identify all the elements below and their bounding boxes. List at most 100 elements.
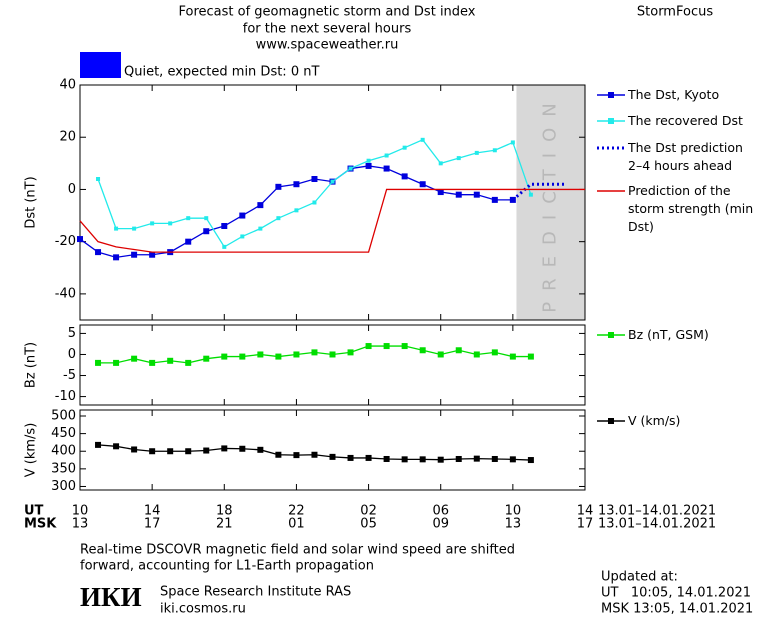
- marker: [167, 357, 174, 364]
- marker: [131, 251, 138, 258]
- marker: [221, 445, 228, 452]
- marker: [240, 234, 245, 239]
- marker: [293, 351, 300, 358]
- x2-tick-label: 13: [72, 517, 89, 532]
- marker: [401, 456, 408, 463]
- marker: [114, 226, 119, 231]
- date-range: 13.01–14.01.2021: [598, 504, 716, 519]
- marker: [149, 251, 156, 258]
- marker: [383, 343, 390, 350]
- legend-entry: The Dst, Kyoto: [628, 87, 720, 102]
- marker: [132, 226, 137, 231]
- marker: [311, 349, 318, 356]
- title: Forecast of geomagnetic storm and Dst in…: [178, 5, 475, 20]
- y-axis-label: Bz (nT): [24, 342, 39, 388]
- marker: [474, 150, 479, 155]
- legend-entry: Prediction of the storm strength (min Ds…: [628, 183, 758, 234]
- x2-tick-label: 17: [577, 517, 594, 532]
- marker: [455, 191, 462, 198]
- x2-tick-label: 01: [288, 517, 305, 532]
- marker: [131, 355, 138, 362]
- prediction-band: [516, 85, 585, 320]
- x-tick-label: 14: [577, 504, 594, 519]
- marker: [257, 446, 264, 453]
- marker: [329, 351, 336, 358]
- marker: [275, 451, 282, 458]
- y-axis-label: V (km/s): [24, 423, 39, 478]
- marker: [95, 359, 102, 366]
- marker: [293, 181, 300, 188]
- x2-tick-label: 21: [216, 517, 233, 532]
- url: www.spaceweather.ru: [256, 38, 399, 53]
- marker: [419, 181, 426, 188]
- x2-tick-label: 13: [505, 517, 522, 532]
- storm-level-box: [80, 52, 121, 78]
- marker: [509, 353, 516, 360]
- legend-entry: The Dst prediction 2–4 hours ahead: [628, 140, 747, 173]
- series-line: [97, 139, 532, 248]
- marker: [257, 202, 264, 209]
- marker: [527, 353, 534, 360]
- marker: [528, 192, 533, 197]
- marker: [239, 445, 246, 452]
- marker: [527, 457, 534, 464]
- marker: [365, 343, 372, 350]
- marker: [347, 349, 354, 356]
- x-tick-label: 10: [72, 504, 89, 519]
- marker: [257, 351, 264, 358]
- marker: [365, 454, 372, 461]
- marker: [149, 448, 156, 455]
- marker: [311, 451, 318, 458]
- updated: Updated at:: [601, 570, 678, 585]
- marker: [473, 191, 480, 198]
- marker: [239, 353, 246, 360]
- marker: [348, 166, 353, 171]
- marker: [204, 216, 209, 221]
- marker: [77, 236, 83, 243]
- marker: [491, 196, 498, 203]
- x2-tick-label: 09: [432, 517, 449, 532]
- marker: [383, 165, 390, 172]
- legend-marker: [608, 118, 614, 124]
- marker: [113, 359, 120, 366]
- marker: [510, 140, 515, 145]
- marker: [276, 216, 281, 221]
- subtitle: for the next several hours: [243, 22, 412, 37]
- y-tick-label: 0: [68, 182, 76, 197]
- marker: [294, 208, 299, 213]
- marker: [95, 441, 102, 448]
- marker: [491, 349, 498, 356]
- marker: [419, 347, 426, 354]
- date-range: 13.01–14.01.2021: [598, 517, 716, 532]
- x2-tick-label: 17: [144, 517, 161, 532]
- x2-axis-label: MSK: [24, 517, 57, 532]
- y-tick-label: -20: [55, 234, 76, 249]
- marker: [437, 456, 444, 463]
- marker: [456, 156, 461, 161]
- y-tick-label: 350: [51, 461, 76, 476]
- legend-entry: The recovered Dst: [628, 113, 743, 128]
- marker: [167, 448, 174, 455]
- x-axis-label: UT: [24, 504, 44, 519]
- marker: [185, 448, 192, 455]
- note-line: Real-time DSCOVR magnetic field and sola…: [80, 543, 515, 558]
- y-tick-label: 500: [51, 408, 76, 423]
- marker: [366, 158, 371, 163]
- y-tick-label: 0: [68, 347, 76, 362]
- marker: [402, 145, 407, 150]
- marker: [438, 161, 443, 166]
- marker: [401, 173, 408, 180]
- marker: [275, 183, 282, 190]
- marker: [275, 353, 282, 360]
- y-axis-label: Dst (nT): [24, 176, 39, 228]
- marker: [455, 455, 462, 462]
- storm-level-label: Quiet, expected min Dst: 0 nT: [124, 65, 319, 80]
- marker: [329, 453, 336, 460]
- marker: [185, 359, 192, 366]
- logo: ИКИ: [80, 582, 142, 612]
- marker: [347, 454, 354, 461]
- x-tick-label: 18: [216, 504, 233, 519]
- legend-marker: [608, 418, 614, 424]
